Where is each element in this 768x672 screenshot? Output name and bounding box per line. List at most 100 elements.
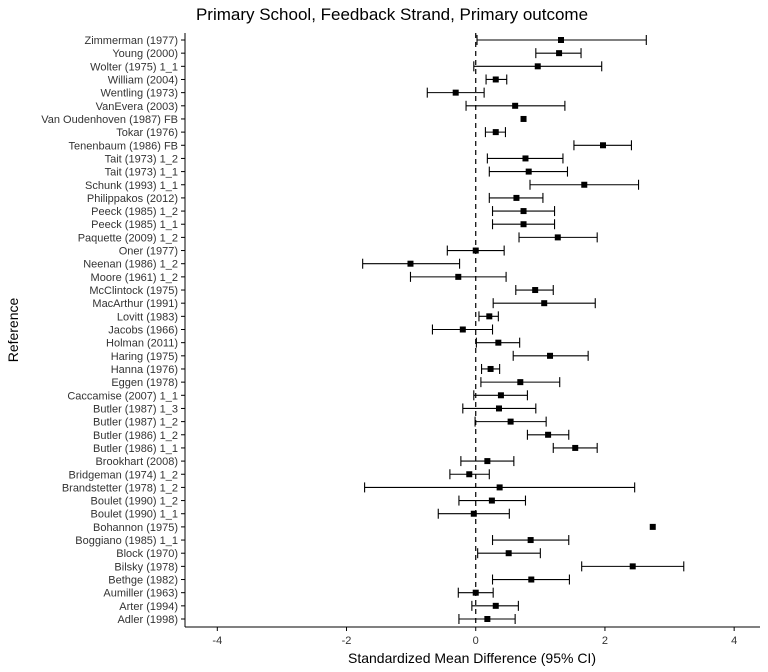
- point-estimate: [629, 563, 636, 570]
- y-tick-label: Caccamise (2007) 1_1: [67, 390, 178, 402]
- point-estimate: [534, 63, 541, 70]
- y-tick-label: Tenenbaum (1986) FB: [69, 140, 178, 152]
- y-tick-label: VanEvera (2003): [96, 101, 178, 113]
- point-estimate: [513, 194, 520, 201]
- y-tick-label: Neenan (1986) 1_2: [83, 259, 178, 271]
- point-estimate: [407, 260, 414, 267]
- point-estimate: [492, 129, 499, 136]
- point-estimate: [600, 142, 607, 149]
- point-estimate: [472, 589, 479, 596]
- x-tick-label: 4: [731, 635, 737, 647]
- x-tick-label: -2: [342, 635, 352, 647]
- point-estimate: [484, 458, 491, 465]
- point-estimate: [496, 484, 503, 491]
- point-estimate: [527, 537, 534, 544]
- point-estimate: [556, 50, 563, 57]
- point-estimate: [554, 234, 561, 241]
- point-estimate: [558, 37, 565, 43]
- y-tick-label: Brookhart (2008): [95, 456, 178, 468]
- point-estimate: [452, 89, 459, 96]
- y-tick-label: Butler (1987) 1_2: [93, 417, 178, 429]
- y-tick-label: MacArthur (1991): [92, 298, 178, 310]
- point-estimate: [507, 418, 514, 425]
- y-tick-label: Haring (1975): [111, 351, 178, 363]
- point-estimate: [525, 168, 532, 175]
- y-tick-label: Boulet (1990) 1_2: [91, 496, 178, 508]
- y-tick-label: Moore (1961) 1_2: [91, 272, 178, 284]
- y-tick-label: Tait (1973) 1_2: [105, 153, 178, 165]
- y-tick-label: Brandstetter (1978) 1_2: [62, 482, 178, 494]
- y-tick-label: Hanna (1976): [111, 364, 178, 376]
- point-estimate: [517, 379, 524, 386]
- y-tick-label: Butler (1986) 1_2: [93, 430, 178, 442]
- plot-area: -4 -2 0 2 4 Zimmerman (1977)Young (2000)Wolte…: [41, 33, 760, 647]
- point-estimate: [472, 247, 479, 254]
- y-tick-label: William (2004): [108, 74, 178, 86]
- point-estimate: [532, 287, 539, 294]
- point-estimate: [492, 76, 499, 83]
- y-tick-label: Block (1970): [116, 548, 178, 560]
- y-tick-label: Bilsky (1978): [114, 561, 178, 573]
- y-tick-label: Bohannon (1975): [93, 522, 178, 534]
- point-estimate: [470, 510, 477, 517]
- y-tick-label: Paquette (2009) 1_2: [78, 232, 178, 244]
- y-tick-label: Zimmerman (1977): [84, 35, 178, 47]
- y-tick-label: Arter (1994): [119, 601, 178, 613]
- y-tick-label: Philippakos (2012): [87, 193, 178, 205]
- point-estimate: [488, 497, 495, 504]
- y-tick-label: Adler (1998): [117, 614, 178, 626]
- point-estimate: [541, 300, 548, 307]
- point-estimate: [512, 102, 519, 109]
- y-tick-label: Peeck (1985) 1_1: [91, 219, 178, 231]
- y-tick-label: Schunk (1993) 1_1: [85, 180, 178, 192]
- y-tick-label: Jacobs (1966): [108, 325, 178, 337]
- point-estimate: [572, 444, 579, 451]
- y-tick-label: Boulet (1990) 1_1: [91, 509, 178, 521]
- y-tick-label: Wolter (1975) 1_1: [90, 61, 178, 73]
- y-tick-label: Lovitt (1983): [117, 311, 178, 323]
- point-estimate: [455, 273, 462, 280]
- y-tick-label: Wentling (1973): [101, 88, 178, 100]
- y-tick-label: Young (2000): [112, 48, 178, 60]
- y-axis-title: Reference: [5, 297, 21, 362]
- point-estimate: [487, 365, 494, 372]
- x-tick-label: -4: [212, 635, 222, 647]
- point-estimate: [520, 221, 527, 228]
- point-estimate: [528, 576, 535, 583]
- point-estimate: [466, 471, 473, 478]
- y-tick-label: Tait (1973) 1_1: [105, 167, 178, 179]
- y-tick-label: Butler (1987) 1_3: [93, 403, 178, 415]
- point-estimate: [495, 339, 502, 346]
- y-tick-label: Eggen (1978): [111, 377, 178, 389]
- x-axis-title: Standardized Mean Difference (95% CI): [348, 650, 596, 666]
- point-estimate: [547, 352, 554, 359]
- point-estimate: [520, 208, 527, 215]
- point-estimate: [486, 313, 493, 320]
- y-tick-label: Oner (1977): [119, 246, 178, 258]
- y-tick-label: Bridgeman (1974) 1_2: [69, 469, 178, 481]
- point-estimate: [522, 155, 529, 162]
- y-tick-label: Tokar (1976): [116, 127, 178, 139]
- point-estimate: [581, 181, 588, 188]
- point-estimate: [505, 550, 512, 557]
- x-tick-label: 2: [602, 635, 608, 647]
- point-estimate: [492, 602, 499, 609]
- chart-title: Primary School, Feedback Strand, Primary…: [196, 5, 588, 24]
- y-tick-label: Peeck (1985) 1_2: [91, 206, 178, 218]
- point-estimate: [484, 616, 491, 622]
- point-estimate: [649, 523, 656, 530]
- y-tick-label: Van Oudenhoven (1987) FB: [41, 114, 178, 126]
- x-tick-label: 0: [473, 635, 479, 647]
- point-estimate: [497, 392, 504, 399]
- point-estimate: [545, 431, 552, 438]
- point-estimate: [520, 115, 527, 122]
- y-tick-label: Butler (1986) 1_1: [93, 443, 178, 455]
- y-tick-label: Boggiano (1985) 1_1: [75, 535, 178, 547]
- point-estimate: [459, 326, 466, 333]
- point-estimate: [495, 405, 502, 412]
- y-tick-label: McClintock (1975): [89, 285, 178, 297]
- y-tick-label: Bethge (1982): [108, 575, 178, 587]
- y-tick-label: Holman (2011): [106, 338, 178, 350]
- y-tick-label: Aumiller (1963): [103, 588, 178, 600]
